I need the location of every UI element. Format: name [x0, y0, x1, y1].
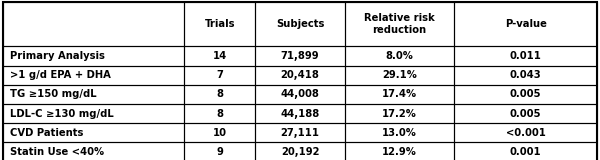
Bar — [184, 66, 256, 85]
Text: 44,008: 44,008 — [281, 89, 319, 99]
Bar — [3, 46, 184, 66]
Text: 27,111: 27,111 — [281, 128, 320, 138]
Bar — [344, 2, 454, 46]
Bar — [256, 104, 344, 123]
Bar — [454, 2, 597, 46]
Text: 0.005: 0.005 — [510, 109, 541, 119]
Text: 8.0%: 8.0% — [386, 51, 413, 61]
Text: 0.043: 0.043 — [510, 70, 542, 80]
Bar — [256, 85, 344, 104]
Bar — [256, 123, 344, 142]
Text: Trials: Trials — [205, 19, 235, 29]
Text: 0.001: 0.001 — [510, 147, 542, 157]
Bar — [344, 123, 454, 142]
Text: 71,899: 71,899 — [281, 51, 319, 61]
Text: 44,188: 44,188 — [280, 109, 320, 119]
Text: 0.011: 0.011 — [510, 51, 542, 61]
Text: TG ≥150 mg/dL: TG ≥150 mg/dL — [10, 89, 97, 99]
Bar — [3, 66, 184, 85]
Text: CVD Patients: CVD Patients — [10, 128, 83, 138]
Text: 13.0%: 13.0% — [382, 128, 417, 138]
Text: >1 g/d EPA + DHA: >1 g/d EPA + DHA — [10, 70, 111, 80]
Bar — [256, 2, 344, 46]
Bar — [184, 142, 256, 160]
Bar — [3, 104, 184, 123]
Bar — [454, 66, 597, 85]
Bar — [454, 142, 597, 160]
Text: P-value: P-value — [505, 19, 547, 29]
Bar — [344, 142, 454, 160]
Text: 17.2%: 17.2% — [382, 109, 417, 119]
Bar — [3, 2, 184, 46]
Bar — [184, 85, 256, 104]
Text: 20,192: 20,192 — [281, 147, 319, 157]
Text: 20,418: 20,418 — [281, 70, 319, 80]
Text: Relative risk
reduction: Relative risk reduction — [364, 13, 435, 35]
Text: 8: 8 — [217, 109, 223, 119]
Bar — [344, 46, 454, 66]
Text: Subjects: Subjects — [276, 19, 324, 29]
Bar — [344, 104, 454, 123]
Bar — [454, 104, 597, 123]
Bar — [184, 46, 256, 66]
Text: 29.1%: 29.1% — [382, 70, 417, 80]
Text: 17.4%: 17.4% — [382, 89, 417, 99]
Bar — [256, 66, 344, 85]
Bar — [3, 142, 184, 160]
Bar — [256, 46, 344, 66]
Bar — [344, 85, 454, 104]
Bar — [344, 66, 454, 85]
Bar — [454, 46, 597, 66]
Text: 7: 7 — [217, 70, 223, 80]
Text: 9: 9 — [217, 147, 223, 157]
Bar — [3, 123, 184, 142]
Text: 10: 10 — [213, 128, 227, 138]
Bar — [454, 123, 597, 142]
Bar — [454, 85, 597, 104]
Text: 8: 8 — [217, 89, 223, 99]
Bar — [184, 2, 256, 46]
Text: 0.005: 0.005 — [510, 89, 541, 99]
Text: Primary Analysis: Primary Analysis — [10, 51, 105, 61]
Text: 14: 14 — [212, 51, 227, 61]
Bar — [184, 123, 256, 142]
Bar — [3, 85, 184, 104]
Bar — [184, 104, 256, 123]
Text: Statin Use <40%: Statin Use <40% — [10, 147, 104, 157]
Text: 12.9%: 12.9% — [382, 147, 417, 157]
Bar — [256, 142, 344, 160]
Text: LDL-C ≥130 mg/dL: LDL-C ≥130 mg/dL — [10, 109, 114, 119]
Text: <0.001: <0.001 — [506, 128, 545, 138]
